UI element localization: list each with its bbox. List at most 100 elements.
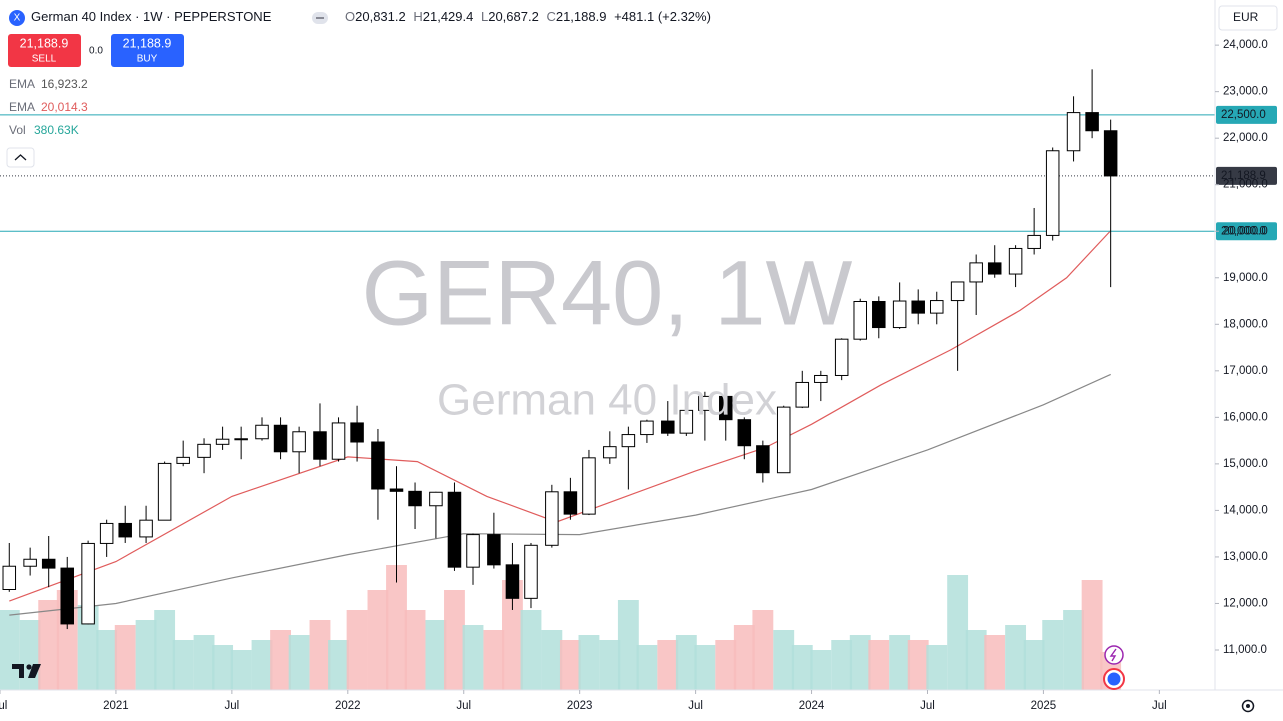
ohlc-values: O20,831.2 H21,429.4 L20,687.2 C21,188.9 … [345,9,711,24]
header: X German 40 Index · 1W · PEPPERSTONE O20… [6,5,1278,168]
candle-body [139,519,153,538]
candle-body [950,281,965,302]
volume-bar [404,610,426,690]
candle-body [23,558,37,567]
volume-bar [599,640,621,690]
lightning-button[interactable] [1104,645,1124,665]
sell-button[interactable] [8,34,81,67]
volume-bar [965,630,987,690]
level-label-box [1216,105,1277,124]
volume-bar [172,640,194,690]
settings-icon [1246,704,1250,708]
candle-body [60,567,75,625]
volume-bar [1063,610,1084,690]
watermark-subtitle: German 40 Index [437,376,777,425]
y-tick-label: 11,000.0 [1223,644,1267,656]
volume-bar [791,645,813,690]
candle-body [408,490,422,507]
candle-body [505,564,520,599]
symbol-icon[interactable] [9,10,25,26]
tradingview-logo[interactable] [12,664,41,678]
x-tick-label: 2023 [567,700,593,712]
candle-body [545,491,559,546]
candle-body [814,374,828,383]
volume-bar [19,620,41,690]
candle-body [118,522,132,538]
y-tick-label: 16,000.0 [1223,411,1268,423]
legend-collapse-button[interactable] [6,147,35,168]
y-tick-label: 24,000.0 [1223,39,1268,51]
level-label-box [1216,222,1277,241]
buy-button[interactable] [111,34,184,67]
candle-body [679,409,694,434]
flag-icon [1107,672,1121,686]
x-tick-label: 2022 [335,700,361,712]
price-change: +481.1 (+2.32%) [614,9,711,24]
symbol-title[interactable]: German 40 Index · 1W · PEPPERSTONE [31,9,272,24]
last-price-label: 21,188.9 [1221,170,1266,182]
sell-price: 21,188.9 [20,36,69,50]
candle-body [563,491,578,515]
candle-body [776,406,791,474]
candle-body [197,443,211,458]
lightning-icon [1109,648,1117,662]
volume-bar [907,640,929,690]
y-tick-label: 12,000.0 [1223,597,1268,609]
ohlc-value: 21,188.9 [556,9,607,24]
candle-body [234,438,248,441]
indicator-name[interactable]: EMA [9,100,35,114]
candle-body [524,544,538,599]
level-label: 20,000.0 [1221,225,1266,237]
plot-area [0,69,1215,690]
y-tick-label: 15,000.0 [1223,458,1268,470]
indicator-value: 20,014.3 [41,100,88,114]
settings-button[interactable] [1241,699,1255,713]
separator: · [163,9,175,24]
candle-body [176,456,190,464]
volume-bar [520,610,542,690]
volume-bar [657,640,679,690]
exchange: PEPPERSTONE [174,9,272,24]
volume-bar [1005,625,1027,690]
volume-bar [367,590,389,690]
candle-body [292,431,306,453]
candle-body [737,419,752,447]
ohlc-label: O [345,9,355,24]
volume-bar [501,580,523,690]
y-tick-label: 19,000.0 [1223,272,1268,284]
y-tick-label: 22,000.0 [1223,132,1268,144]
logo-part [28,664,41,678]
volume-bar [251,640,273,690]
y-tick-label: 20,000.0 [1223,225,1268,237]
indicator-value: 16,923.2 [41,77,88,91]
ohlc-label: H [413,9,422,24]
candle-body [892,300,907,329]
candle-body [157,462,172,521]
buy-price: 21,188.9 [123,36,172,50]
volume-bar [77,605,99,690]
candle-body [718,395,733,421]
volume-bar [1081,580,1103,690]
candle-body [1045,150,1060,236]
candle-body [1008,247,1023,275]
candle-body [756,445,770,474]
volume-bar [193,635,215,690]
volume-bar [483,630,505,690]
candle-body [1103,130,1118,177]
candle-body [661,420,675,434]
buy-label: BUY [137,54,158,65]
currency: EUR [1233,10,1259,24]
interval: 1W [143,9,163,24]
indicator-name[interactable]: EMA [9,77,35,91]
candle-body [795,381,810,408]
x-tick-label: Jul [456,700,471,712]
y-tick-label: 17,000.0 [1223,365,1268,377]
volume-bar [1042,620,1064,690]
volume-bar [715,640,737,690]
indicator-name[interactable]: Vol [9,123,26,137]
volume-bar [559,640,581,690]
currency-button[interactable] [1218,5,1278,31]
x-tick-label: 2021 [103,700,129,712]
volume-bar [114,625,136,690]
chevron-icon [14,154,27,161]
